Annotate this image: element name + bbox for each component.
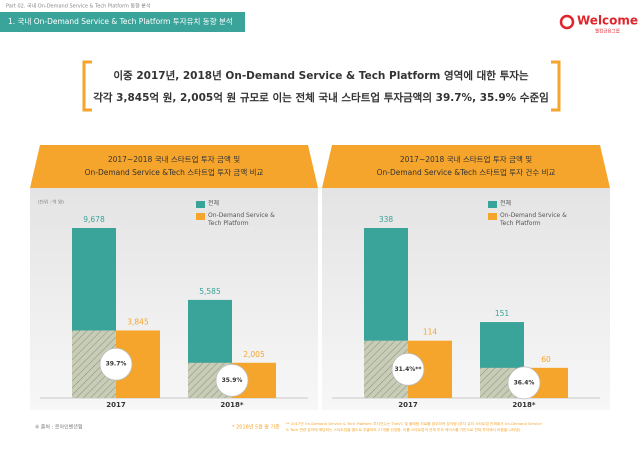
- footnote: & Tech 관련 분야에 해당되는 스타트업을 별도로 추출하여 27개를 산…: [286, 427, 521, 432]
- legend-label-box: On-Demand Service & Tech Platform: [500, 212, 567, 227]
- legend-swatch: [196, 201, 205, 208]
- category-label: 2018*: [512, 401, 535, 409]
- value-label: 3,845: [127, 317, 149, 326]
- section-title: 1. 국내 On-Demand Service & Tech Platform …: [8, 16, 233, 26]
- ratio-label: 36.4%: [514, 379, 535, 386]
- bracket: [82, 60, 92, 112]
- ratio-label: 35.9%: [222, 377, 243, 384]
- value-label: 114: [423, 328, 438, 337]
- logo-icon: [559, 14, 575, 30]
- ratio-circle: [215, 363, 249, 397]
- legend-label: On-Demand Service & Tech Platform: [500, 212, 567, 227]
- value-label: 9,678: [83, 215, 105, 224]
- legend-swatch: [488, 213, 497, 220]
- footnote: * 2018년 5월 말 기준: [232, 424, 280, 431]
- panel-title: 2017~2018 국내 스타트업 투자 금액 및: [400, 154, 532, 164]
- headline: 각각 3,845억 원, 2,005억 원 규모로 이는 전체 국내 스타트업 …: [93, 91, 549, 104]
- panel-header: [30, 145, 318, 188]
- logo-name: Welcome: [577, 14, 638, 28]
- legend-label: On-Demand Service & Tech Platform: [208, 212, 275, 227]
- category-label: 2018*: [220, 401, 243, 409]
- headline: 이중 2017년, 2018년 On-Demand Service & Tech…: [113, 69, 529, 82]
- category-label: 2017: [398, 401, 418, 409]
- legend-label-box: On-Demand Service & Tech Platform: [208, 212, 275, 227]
- value-label: 60: [541, 355, 551, 364]
- value-label: 2,005: [243, 350, 265, 359]
- legend-swatch: [488, 201, 497, 208]
- legend-label-box: 전체: [500, 200, 512, 207]
- source: ※ 출처 : 로아인벤션랩: [35, 424, 83, 431]
- legend-label: 전체: [208, 200, 220, 207]
- legend-swatch: [196, 213, 205, 220]
- ratio-circle: [507, 366, 541, 400]
- value-label: 338: [379, 215, 394, 224]
- part-label: Part 02. 국내 On-Demand Service & Tech Pla…: [6, 3, 151, 10]
- ratio-circle: [99, 347, 133, 381]
- footnote: ** 2017년 On-Demand Service & Tech Platfo…: [286, 421, 542, 426]
- value-label: 151: [495, 309, 510, 318]
- category-label: 2017: [106, 401, 126, 409]
- unit: (단위 : 억 원): [38, 199, 64, 206]
- section-band: [0, 12, 245, 32]
- legend-label: 전체: [500, 200, 512, 207]
- legend-label-box: 전체: [208, 200, 220, 207]
- panel-title: On-Demand Service &Tech 스타트업 투자 건수 비교: [377, 167, 556, 177]
- logo-sub: 웰컴금융그룹: [595, 28, 620, 35]
- value-label: 5,585: [199, 287, 221, 296]
- panel-title: 2017~2018 국내 스타트업 투자 금액 및: [108, 154, 240, 164]
- bracket: [551, 60, 561, 112]
- panel-title: On-Demand Service &Tech 스타트업 투자 금액 비교: [85, 167, 264, 177]
- ratio-label: 31.4%**: [394, 366, 422, 373]
- ratio-circle: [391, 352, 425, 386]
- ratio-label: 39.7%: [106, 361, 127, 368]
- panel-header: [322, 145, 610, 188]
